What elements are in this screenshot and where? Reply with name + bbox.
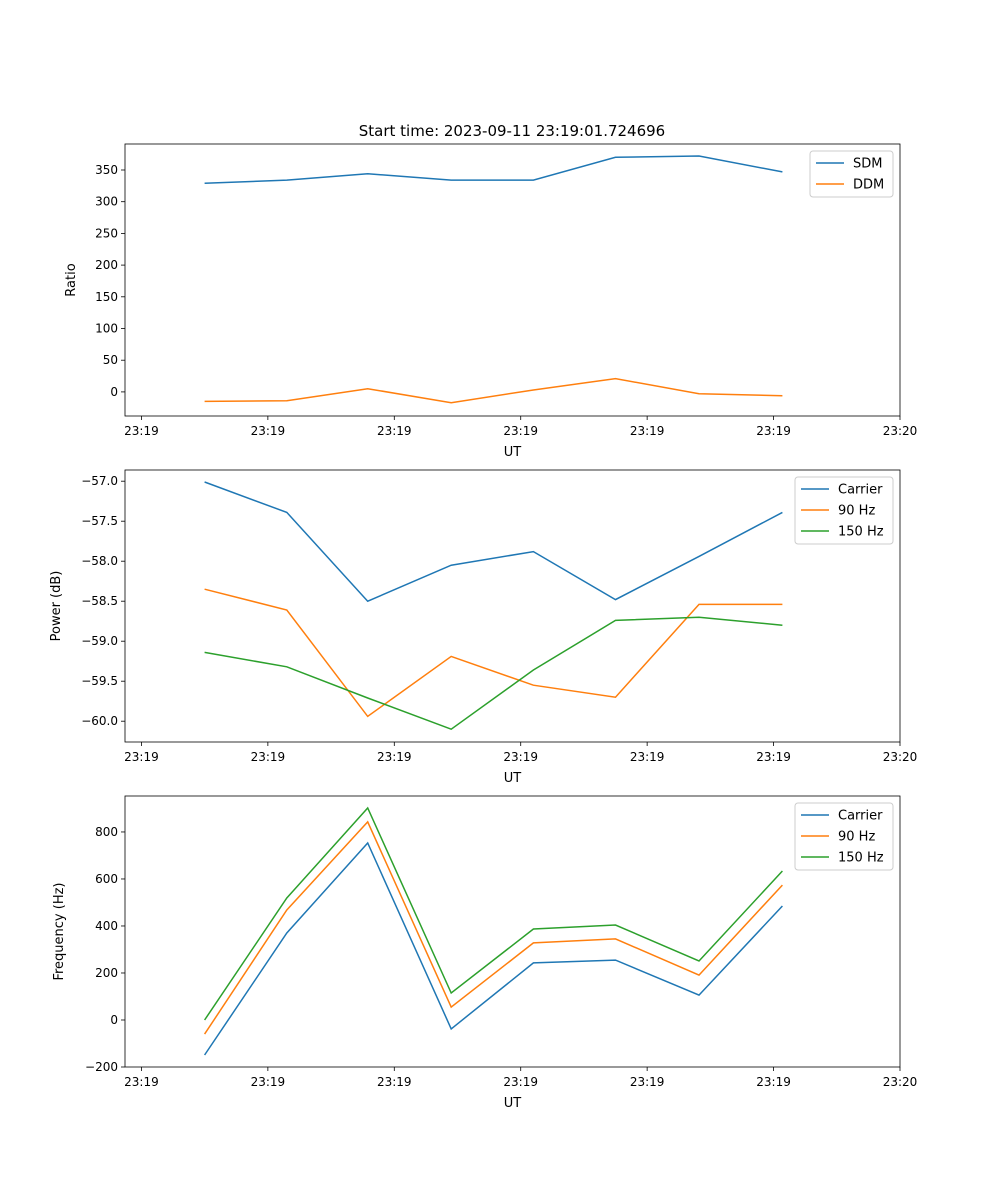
x-axis-label: UT (504, 1096, 522, 1111)
y-tick-label: −200 (85, 1060, 118, 1074)
y-tick-label: −58.5 (81, 594, 118, 608)
x-tick-label: 23:19 (124, 424, 159, 438)
y-tick-label: 300 (95, 195, 118, 209)
legend-box (794, 476, 894, 545)
x-tick-label: 23:20 (883, 750, 918, 764)
x-tick-label: 23:19 (630, 1075, 665, 1089)
x-tick-label: 23:19 (377, 424, 412, 438)
y-tick-label: 0 (110, 1013, 118, 1027)
y-tick-label: −59.5 (81, 674, 118, 688)
x-tick-label: 23:19 (124, 1075, 159, 1089)
y-tick-label: 250 (95, 226, 118, 240)
x-tick-label: 23:19 (503, 424, 538, 438)
series-line-150-hz (203, 806, 783, 1021)
series-line-ddm (204, 377, 783, 404)
legend-label: Carrier (838, 483, 883, 498)
series-line-carrier (204, 481, 783, 603)
y-tick-label: 50 (103, 353, 118, 367)
x-tick-label: 23:20 (883, 424, 918, 438)
x-tick-label: 23:19 (756, 424, 791, 438)
legend-label: 150 Hz (838, 851, 884, 866)
y-tick-label: 350 (95, 163, 118, 177)
x-tick-label: 23:19 (630, 424, 665, 438)
y-tick-label: −60.0 (81, 714, 118, 728)
legend-label: 150 Hz (838, 525, 884, 540)
legend-box (794, 802, 894, 871)
series-line-carrier (203, 841, 783, 1056)
x-tick-label: 23:19 (503, 1075, 538, 1089)
subplot-3: 23:19 23:19 23:19 23:19 23:19 23:19 23:20 −200 0… (52, 795, 918, 1111)
series-line-90-hz (204, 588, 783, 718)
y-tick-label: 400 (95, 919, 118, 933)
y-tick-label: 600 (95, 872, 118, 886)
y-tick-label: −59.0 (81, 634, 118, 648)
x-tick-label: 23:19 (377, 750, 412, 764)
x-tick-label: 23:19 (756, 1075, 791, 1089)
x-tick-label: 23:19 (251, 750, 286, 764)
legend-label: SDM (853, 157, 882, 172)
y-axis-label: Frequency (Hz) (52, 882, 67, 980)
y-axis-label: Power (dB) (49, 571, 64, 642)
y-tick-label: 800 (95, 825, 118, 839)
legend-label: 90 Hz (838, 504, 875, 519)
x-tick-label: 23:19 (630, 750, 665, 764)
figure-title: Start time: 2023-09-11 23:19:01.724696 (359, 122, 665, 140)
series-line-90-hz (203, 820, 783, 1035)
y-tick-label: 0 (110, 385, 118, 399)
axes-frame (124, 469, 901, 743)
x-tick-label: 23:19 (756, 750, 791, 764)
legend: Carrier 90 Hz 150 Hz (794, 476, 894, 545)
legend: Carrier 90 Hz 150 Hz (794, 802, 894, 871)
axes-frame (124, 143, 901, 417)
legend-label: DDM (853, 178, 884, 193)
legend-label: 90 Hz (838, 830, 875, 845)
y-tick-label: 200 (95, 258, 118, 272)
subplot-1: 23:19 23:19 23:19 23:19 23:19 23:19 23:20 0 50 10… (64, 143, 918, 460)
x-tick-label: 23:19 (124, 750, 159, 764)
series-line-150-hz (204, 616, 783, 731)
series-line-sdm (204, 155, 783, 185)
y-tick-label: 100 (95, 322, 118, 336)
y-axis-label: Ratio (64, 263, 79, 296)
x-tick-label: 23:19 (503, 750, 538, 764)
y-tick-label: −57.5 (81, 514, 118, 528)
x-tick-label: 23:19 (251, 1075, 286, 1089)
y-tick-label: −58.0 (81, 554, 118, 568)
subplot-2: 23:19 23:19 23:19 23:19 23:19 23:19 23:20 −60.0… (49, 469, 918, 786)
y-tick-label: −57.0 (81, 474, 118, 488)
y-tick-label: 200 (95, 966, 118, 980)
y-tick-label: 150 (95, 290, 118, 304)
x-tick-label: 23:19 (251, 424, 286, 438)
legend-label: Carrier (838, 809, 883, 824)
x-tick-label: 23:20 (883, 1075, 918, 1089)
x-tick-label: 23:19 (377, 1075, 412, 1089)
x-axis-label: UT (504, 445, 522, 460)
axes-frame (124, 795, 901, 1068)
x-axis-label: UT (504, 771, 522, 786)
legend: SDM DDM (809, 150, 894, 198)
